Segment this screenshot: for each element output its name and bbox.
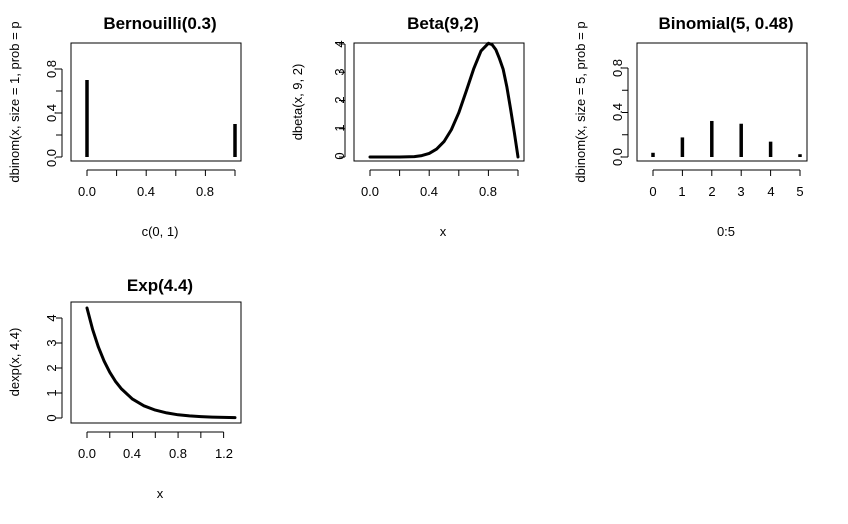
x-tick-label: 0.8 xyxy=(169,446,187,461)
y-tick-label: 0 xyxy=(44,414,59,421)
y-tick-label: 0.0 xyxy=(610,148,625,166)
plot-frame xyxy=(353,42,525,162)
x-tick-label: 3 xyxy=(737,184,744,199)
x-axis-label: 0:5 xyxy=(717,224,735,239)
y-tick-label: 2 xyxy=(44,364,59,371)
y-tick-label: 0.4 xyxy=(44,104,59,122)
x-tick-label: 0 xyxy=(649,184,656,199)
x-axis-label: x xyxy=(157,486,164,501)
panel-bernoulli: Bernouilli(0.3) c(0, 1) dbinom(x, size =… xyxy=(7,14,242,239)
y-tick-label: 0.8 xyxy=(44,60,59,78)
x-tick-label: 0.8 xyxy=(479,184,497,199)
chart-title: Bernouilli(0.3) xyxy=(103,14,216,33)
x-tick-label: 0.0 xyxy=(78,184,96,199)
chart-title: Exp(4.4) xyxy=(127,276,193,295)
chart-title: Binomial(5, 0.48) xyxy=(658,14,793,33)
x-tick-label: 4 xyxy=(767,184,774,199)
y-tick-label: 1 xyxy=(44,389,59,396)
y-tick-label: 1 xyxy=(332,124,347,131)
chart-title: Beta(9,2) xyxy=(407,14,479,33)
y-tick-label: 0 xyxy=(332,152,347,159)
plot-frame xyxy=(636,42,808,162)
x-axis-label: x xyxy=(440,224,447,239)
y-tick-label: 3 xyxy=(44,339,59,346)
x-tick-label: 1.2 xyxy=(215,446,233,461)
x-tick-label: 0.4 xyxy=(420,184,438,199)
y-tick-label: 4 xyxy=(44,314,59,321)
panel-exponential: Exp(4.4) x dexp(x, 4.4) 0.0 0.4 0.8 1.2 … xyxy=(7,276,242,501)
x-tick-label: 0.0 xyxy=(361,184,379,199)
x-tick-label: 0.8 xyxy=(196,184,214,199)
x-tick-label: 0.4 xyxy=(137,184,155,199)
y-axis-label: dbinom(x, size = 5, prob = p xyxy=(573,21,588,182)
x-tick-label: 5 xyxy=(796,184,803,199)
y-axis-label: dbinom(x, size = 1, prob = p xyxy=(7,21,22,182)
x-tick-label: 2 xyxy=(708,184,715,199)
y-axis-label: dexp(x, 4.4) xyxy=(7,328,22,397)
panel-beta: Beta(9,2) x dbeta(x, 9, 2) 0.0 0.4 0.8 0… xyxy=(290,14,525,239)
y-tick-label: 0.8 xyxy=(610,59,625,77)
x-tick-label: 0.4 xyxy=(123,446,141,461)
plot-frame xyxy=(70,301,242,424)
x-axis-label: c(0, 1) xyxy=(142,224,179,239)
panel-binomial: Binomial(5, 0.48) 0:5 dbinom(x, size = 5… xyxy=(573,14,808,239)
series-line xyxy=(368,41,520,159)
y-tick-label: 0.4 xyxy=(610,103,625,121)
y-axis-label: dbeta(x, 9, 2) xyxy=(290,64,305,141)
x-tick-label: 1 xyxy=(678,184,685,199)
plot-frame xyxy=(70,42,242,162)
x-tick-label: 0.0 xyxy=(78,446,96,461)
series-line xyxy=(85,306,237,420)
y-tick-label: 0.0 xyxy=(44,149,59,167)
